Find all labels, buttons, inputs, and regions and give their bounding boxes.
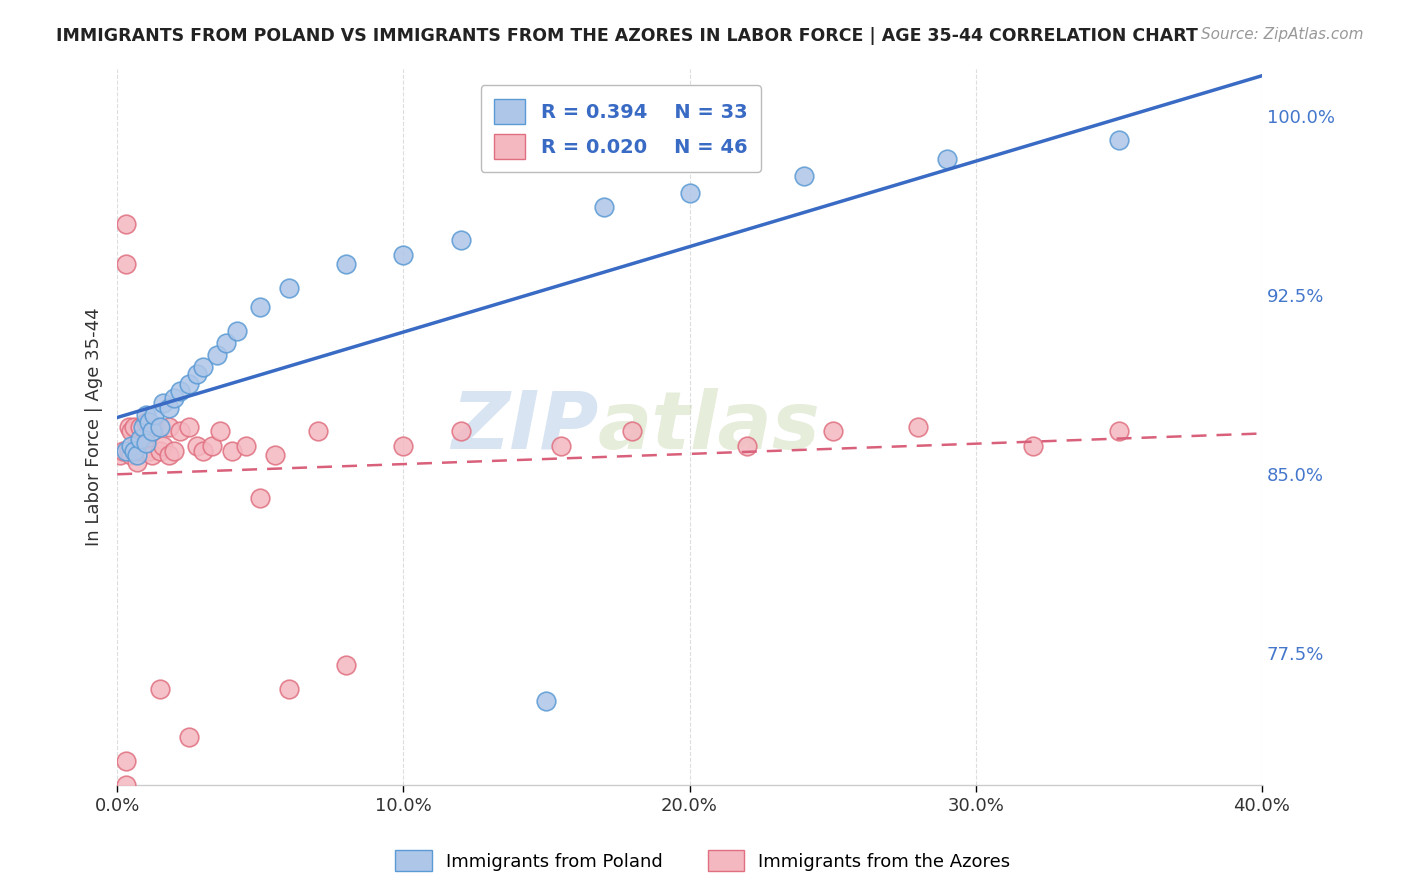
- Point: [149, 443, 172, 458]
- Point: [141, 425, 163, 439]
- Point: [114, 257, 136, 271]
- Point: [793, 169, 815, 183]
- Point: [226, 324, 249, 338]
- Point: [124, 419, 146, 434]
- Point: [550, 439, 572, 453]
- Point: [149, 682, 172, 697]
- Point: [138, 415, 160, 429]
- Point: [450, 234, 472, 248]
- Point: [392, 248, 415, 262]
- Point: [209, 425, 232, 439]
- Point: [307, 425, 329, 439]
- Point: [121, 448, 143, 462]
- Point: [124, 443, 146, 458]
- Point: [335, 658, 357, 673]
- Legend: R = 0.394    N = 33, R = 0.020    N = 46: R = 0.394 N = 33, R = 0.020 N = 46: [481, 86, 761, 172]
- Point: [108, 448, 131, 462]
- Point: [177, 730, 200, 744]
- Y-axis label: In Labor Force | Age 35-44: In Labor Force | Age 35-44: [86, 308, 103, 546]
- Point: [191, 359, 214, 374]
- Point: [169, 384, 191, 398]
- Point: [157, 419, 180, 434]
- Point: [132, 443, 155, 458]
- Point: [163, 443, 186, 458]
- Point: [135, 415, 157, 429]
- Point: [127, 448, 149, 462]
- Point: [152, 396, 174, 410]
- Point: [129, 443, 152, 458]
- Point: [907, 419, 929, 434]
- Point: [157, 401, 180, 415]
- Point: [135, 436, 157, 450]
- Point: [117, 419, 139, 434]
- Point: [114, 217, 136, 231]
- Point: [263, 448, 285, 462]
- Point: [821, 425, 844, 439]
- Point: [621, 425, 644, 439]
- Point: [1108, 133, 1130, 147]
- Point: [129, 419, 152, 434]
- Text: atlas: atlas: [598, 388, 821, 466]
- Point: [114, 754, 136, 768]
- Text: IMMIGRANTS FROM POLAND VS IMMIGRANTS FROM THE AZORES IN LABOR FORCE | AGE 35-44 : IMMIGRANTS FROM POLAND VS IMMIGRANTS FRO…: [56, 27, 1198, 45]
- Point: [177, 376, 200, 391]
- Point: [143, 408, 166, 422]
- Point: [121, 425, 143, 439]
- Point: [277, 682, 299, 697]
- Point: [592, 200, 614, 214]
- Point: [169, 425, 191, 439]
- Point: [149, 419, 172, 434]
- Point: [536, 694, 558, 708]
- Text: Source: ZipAtlas.com: Source: ZipAtlas.com: [1201, 27, 1364, 42]
- Point: [186, 367, 208, 381]
- Point: [249, 491, 271, 506]
- Point: [249, 300, 271, 314]
- Point: [117, 443, 139, 458]
- Legend: Immigrants from Poland, Immigrants from the Azores: Immigrants from Poland, Immigrants from …: [388, 843, 1018, 879]
- Point: [207, 348, 229, 362]
- Point: [177, 419, 200, 434]
- Point: [335, 257, 357, 271]
- Point: [138, 443, 160, 458]
- Point: [135, 408, 157, 422]
- Point: [936, 153, 959, 167]
- Point: [111, 443, 134, 458]
- Point: [221, 443, 243, 458]
- Point: [450, 425, 472, 439]
- Point: [235, 439, 257, 453]
- Point: [152, 439, 174, 453]
- Point: [141, 448, 163, 462]
- Point: [1022, 439, 1045, 453]
- Point: [114, 778, 136, 792]
- Point: [277, 281, 299, 295]
- Point: [191, 443, 214, 458]
- Point: [143, 419, 166, 434]
- Point: [124, 443, 146, 458]
- Text: ZIP: ZIP: [450, 388, 598, 466]
- Point: [129, 432, 152, 446]
- Point: [1108, 425, 1130, 439]
- Point: [127, 455, 149, 469]
- Point: [201, 439, 224, 453]
- Point: [114, 443, 136, 458]
- Point: [215, 336, 238, 351]
- Point: [157, 448, 180, 462]
- Point: [163, 391, 186, 405]
- Point: [392, 439, 415, 453]
- Point: [121, 439, 143, 453]
- Point: [186, 439, 208, 453]
- Point: [678, 186, 700, 200]
- Point: [135, 439, 157, 453]
- Point: [132, 419, 155, 434]
- Point: [735, 439, 758, 453]
